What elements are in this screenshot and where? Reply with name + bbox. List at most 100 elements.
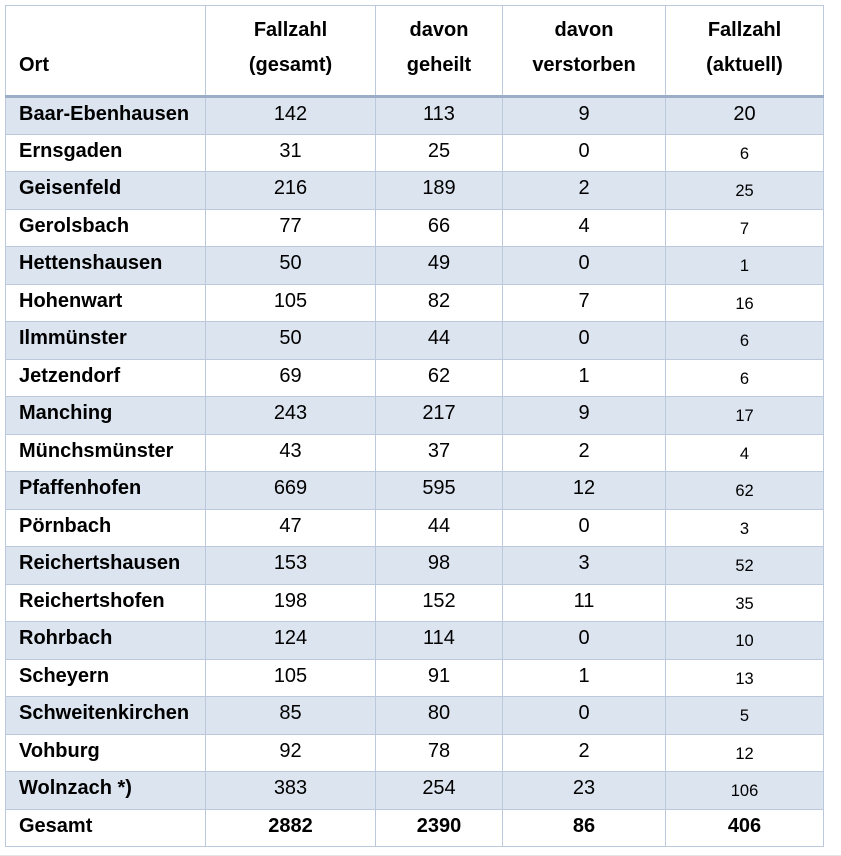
geheilt-cell: 37 (375, 433, 503, 472)
covid-cases-table: Ort Fallzahl (gesamt) davon geheilt davo… (5, 5, 824, 847)
geheilt-cell: 254 (375, 771, 503, 810)
aktuell-cell: 17 (665, 396, 824, 435)
aktuell-cell: 6 (665, 321, 824, 360)
geheilt-cell: 114 (375, 621, 503, 660)
ort-cell: Ernsgaden (5, 133, 206, 172)
ort-cell: Rohrbach (5, 621, 206, 660)
gesamt-cell: 142 (205, 96, 376, 135)
geheilt-cell: 217 (375, 396, 503, 435)
table-row: Pörnbach 47 44 0 3 (5, 508, 824, 547)
aktuell-cell: 16 (665, 283, 824, 322)
header-label: verstorben (532, 54, 636, 76)
ort-cell: Vohburg (5, 733, 206, 772)
table-row: Schweitenkirchen 85 80 0 5 (5, 696, 824, 735)
table-row: Wolnzach *) 383 254 23 106 (5, 771, 824, 810)
ort-cell: Wolnzach *) (5, 771, 206, 810)
geheilt-cell: 44 (375, 508, 503, 547)
ort-cell: Baar-Ebenhausen (5, 96, 206, 135)
table-row: Gerolsbach 77 66 4 7 (5, 208, 824, 247)
aktuell-cell: 106 (665, 771, 824, 810)
table-row: Reichertshausen 153 98 3 52 (5, 546, 824, 585)
ort-cell: Manching (5, 396, 206, 435)
verstorben-cell: 0 (502, 696, 666, 735)
table-row: Ernsgaden 31 25 0 6 (5, 133, 824, 172)
gesamt-cell: 198 (205, 583, 376, 622)
gesamt-cell: 153 (205, 546, 376, 585)
table-row: Vohburg 92 78 2 12 (5, 733, 824, 772)
document-page: Ort Fallzahl (gesamt) davon geheilt davo… (0, 5, 841, 856)
verstorben-cell: 12 (502, 471, 666, 510)
aktuell-cell: 5 (665, 696, 824, 735)
verstorben-cell: 7 (502, 283, 666, 322)
ort-cell: Scheyern (5, 658, 206, 697)
gesamt-cell: 2882 (205, 808, 376, 847)
aktuell-cell: 12 (665, 733, 824, 772)
table-row: Reichertshofen 198 152 11 35 (5, 583, 824, 622)
geheilt-cell: 80 (375, 696, 503, 735)
ort-cell: Gesamt (5, 808, 206, 847)
ort-cell: Reichertshofen (5, 583, 206, 622)
aktuell-cell: 406 (665, 808, 824, 847)
ort-cell: Reichertshausen (5, 546, 206, 585)
gesamt-cell: 50 (205, 321, 376, 360)
verstorben-cell: 0 (502, 321, 666, 360)
header-label: (aktuell) (706, 54, 783, 76)
table-row: Hohenwart 105 82 7 16 (5, 283, 824, 322)
geheilt-cell: 98 (375, 546, 503, 585)
table-row: Rohrbach 124 114 0 10 (5, 621, 824, 660)
aktuell-cell: 62 (665, 471, 824, 510)
verstorben-cell: 3 (502, 546, 666, 585)
header-label: (gesamt) (248, 54, 333, 76)
ort-cell: Hohenwart (5, 283, 206, 322)
aktuell-cell: 6 (665, 133, 824, 172)
verstorben-cell: 0 (502, 133, 666, 172)
geheilt-cell: 78 (375, 733, 503, 772)
ort-cell: Ilmmünster (5, 321, 206, 360)
aktuell-cell: 10 (665, 621, 824, 660)
geheilt-cell: 91 (375, 658, 503, 697)
table-row: Pfaffenhofen 669 595 12 62 (5, 471, 824, 510)
ort-cell: Hettenshausen (5, 246, 206, 285)
geheilt-cell: 44 (375, 321, 503, 360)
header-label: Fallzahl (253, 19, 328, 41)
geheilt-cell: 152 (375, 583, 503, 622)
gesamt-cell: 85 (205, 696, 376, 735)
gesamt-cell: 77 (205, 208, 376, 247)
ort-cell: Pfaffenhofen (5, 471, 206, 510)
gesamt-cell: 105 (205, 283, 376, 322)
aktuell-cell: 52 (665, 546, 824, 585)
ort-cell: Münchsmünster (5, 433, 206, 472)
verstorben-cell: 0 (502, 508, 666, 547)
column-header-fallzahl-aktuell: Fallzahl (aktuell) (665, 5, 824, 98)
column-header-davon-geheilt: davon geheilt (375, 5, 503, 98)
verstorben-cell: 9 (502, 396, 666, 435)
header-label: Ort (19, 54, 49, 76)
gesamt-cell: 216 (205, 171, 376, 210)
header-row: Ort Fallzahl (gesamt) davon geheilt davo… (5, 5, 824, 98)
verstorben-cell: 2 (502, 433, 666, 472)
aktuell-cell: 35 (665, 583, 824, 622)
gesamt-cell: 47 (205, 508, 376, 547)
gesamt-cell: 124 (205, 621, 376, 660)
verstorben-cell: 11 (502, 583, 666, 622)
geheilt-cell: 49 (375, 246, 503, 285)
geheilt-cell: 82 (375, 283, 503, 322)
aktuell-cell: 25 (665, 171, 824, 210)
table-row: Baar-Ebenhausen 142 113 9 20 (5, 96, 824, 135)
aktuell-cell: 1 (665, 246, 824, 285)
header-label: davon (409, 19, 469, 41)
verstorben-cell: 86 (502, 808, 666, 847)
gesamt-cell: 105 (205, 658, 376, 697)
geheilt-cell: 189 (375, 171, 503, 210)
header-label: geheilt (406, 54, 472, 76)
gesamt-cell: 243 (205, 396, 376, 435)
table-row: Geisenfeld 216 189 2 25 (5, 171, 824, 210)
ort-cell: Gerolsbach (5, 208, 206, 247)
aktuell-cell: 20 (665, 96, 824, 135)
geheilt-cell: 113 (375, 96, 503, 135)
aktuell-cell: 13 (665, 658, 824, 697)
verstorben-cell: 1 (502, 358, 666, 397)
ort-cell: Pörnbach (5, 508, 206, 547)
verstorben-cell: 2 (502, 171, 666, 210)
aktuell-cell: 6 (665, 358, 824, 397)
